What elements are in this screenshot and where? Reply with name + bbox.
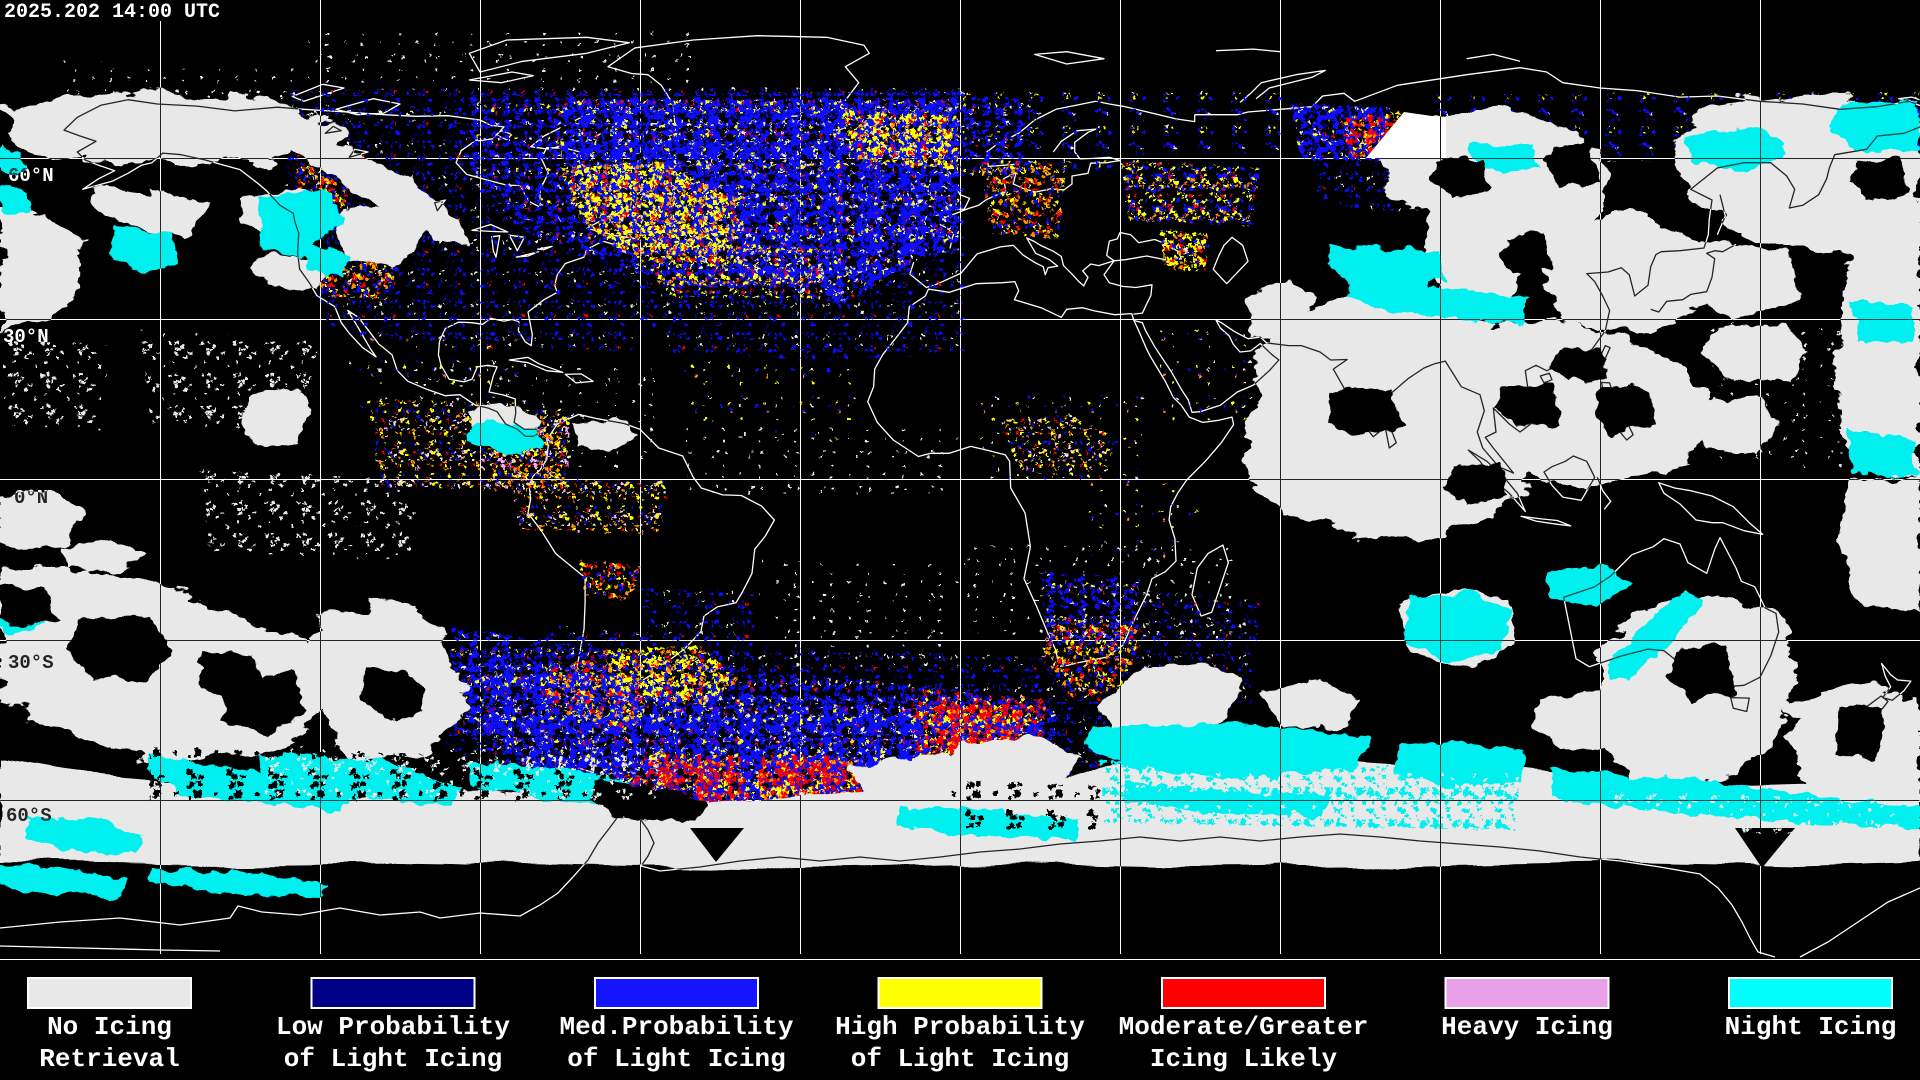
svg-text:Retrieval: Retrieval xyxy=(39,1044,179,1074)
svg-text:of Light Icing: of Light Icing xyxy=(284,1044,502,1074)
svg-text:High Probability: High Probability xyxy=(835,1012,1085,1042)
svg-text:Moderate/Greater: Moderate/Greater xyxy=(1119,1012,1369,1042)
svg-text:Icing Likely: Icing Likely xyxy=(1150,1044,1338,1074)
svg-text:Med.Probability: Med.Probability xyxy=(559,1012,793,1042)
svg-text:Low Probability: Low Probability xyxy=(276,1012,510,1042)
svg-text:of Light Icing: of Light Icing xyxy=(567,1044,785,1074)
svg-text:2025.202 14:00 UTC: 2025.202 14:00 UTC xyxy=(4,1,220,24)
svg-text:No Icing: No Icing xyxy=(47,1012,172,1042)
svg-text:Heavy Icing: Heavy Icing xyxy=(1441,1012,1613,1042)
svg-text:of Light Icing: of Light Icing xyxy=(851,1044,1069,1074)
svg-text:Night Icing: Night Icing xyxy=(1725,1012,1897,1042)
